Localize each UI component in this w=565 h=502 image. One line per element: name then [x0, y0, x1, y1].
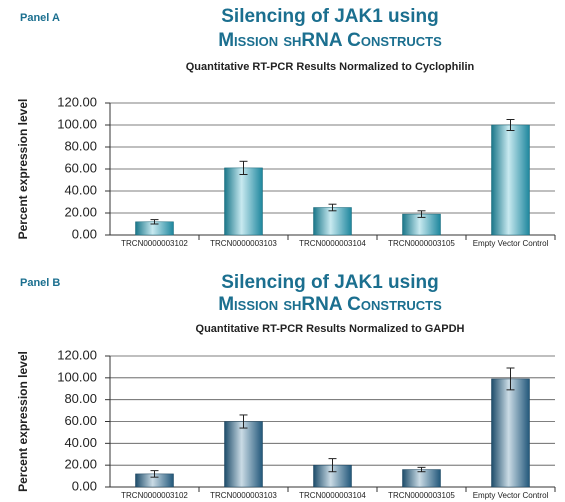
- x-tick-label: Empty Vector Control: [473, 239, 549, 248]
- x-tick-label: TRCN0000003105: [388, 491, 455, 500]
- error-bar: [506, 367, 515, 391]
- bar: [224, 167, 263, 236]
- error-bar: [506, 119, 515, 131]
- chart-subtitle: Quantitative RT-PCR Results Normalized t…: [196, 323, 465, 335]
- chart-title: Mission shRNA Constructs: [218, 294, 442, 315]
- error-bar: [328, 203, 337, 212]
- x-tick-label: TRCN0000003103: [210, 491, 277, 500]
- x-tick-label: TRCN0000003105: [388, 239, 455, 248]
- y-tick-label: 60.00: [64, 160, 97, 175]
- x-tick-label: TRCN0000003104: [299, 239, 366, 248]
- error-bar: [150, 219, 159, 225]
- y-tick-label: 100.00: [57, 369, 97, 384]
- error-bar: [150, 470, 159, 478]
- y-tick-label: 0.00: [72, 226, 97, 241]
- x-tick-label: TRCN0000003103: [210, 239, 277, 248]
- y-tick-label: 0.00: [72, 478, 97, 493]
- y-tick-label: 100.00: [57, 116, 97, 131]
- y-tick-label: 80.00: [64, 138, 97, 153]
- x-tick-label: TRCN0000003102: [121, 239, 188, 248]
- panel-label: Panel A: [20, 12, 60, 24]
- chart-title: Silencing of JAK1 using: [221, 272, 438, 293]
- x-tick-label: TRCN0000003102: [121, 491, 188, 500]
- y-tick-label: 20.00: [64, 204, 97, 219]
- chart-title: Mission shRNA Constructs: [218, 30, 442, 51]
- y-tick-label: 60.00: [64, 413, 97, 428]
- y-tick-label: 20.00: [64, 457, 97, 472]
- chart: Panel A Silencing of JAK1 using Mission sh…: [16, 6, 556, 248]
- error-bar: [417, 210, 426, 218]
- bar: [224, 421, 263, 488]
- y-tick-label: 120.00: [57, 347, 97, 362]
- error-bar: [328, 458, 337, 473]
- panel-label: Panel B: [20, 277, 60, 289]
- y-tick-label: 120.00: [57, 94, 97, 109]
- y-axis-label: Percent expression level: [16, 351, 30, 492]
- y-axis-label: Percent expression level: [16, 99, 30, 240]
- x-tick-label: Empty Vector Control: [473, 491, 549, 500]
- chart-title: Silencing of JAK1 using: [221, 6, 438, 27]
- bar: [491, 124, 530, 236]
- chart-subtitle: Quantitative RT-PCR Results Normalized t…: [186, 61, 475, 73]
- bar: [313, 207, 352, 236]
- y-tick-label: 40.00: [64, 435, 97, 450]
- x-tick-label: TRCN0000003104: [299, 491, 366, 500]
- y-tick-label: 80.00: [64, 391, 97, 406]
- error-bar: [417, 466, 426, 473]
- error-bar: [239, 160, 248, 175]
- bar: [491, 378, 530, 488]
- error-bar: [239, 414, 248, 429]
- y-tick-label: 40.00: [64, 182, 97, 197]
